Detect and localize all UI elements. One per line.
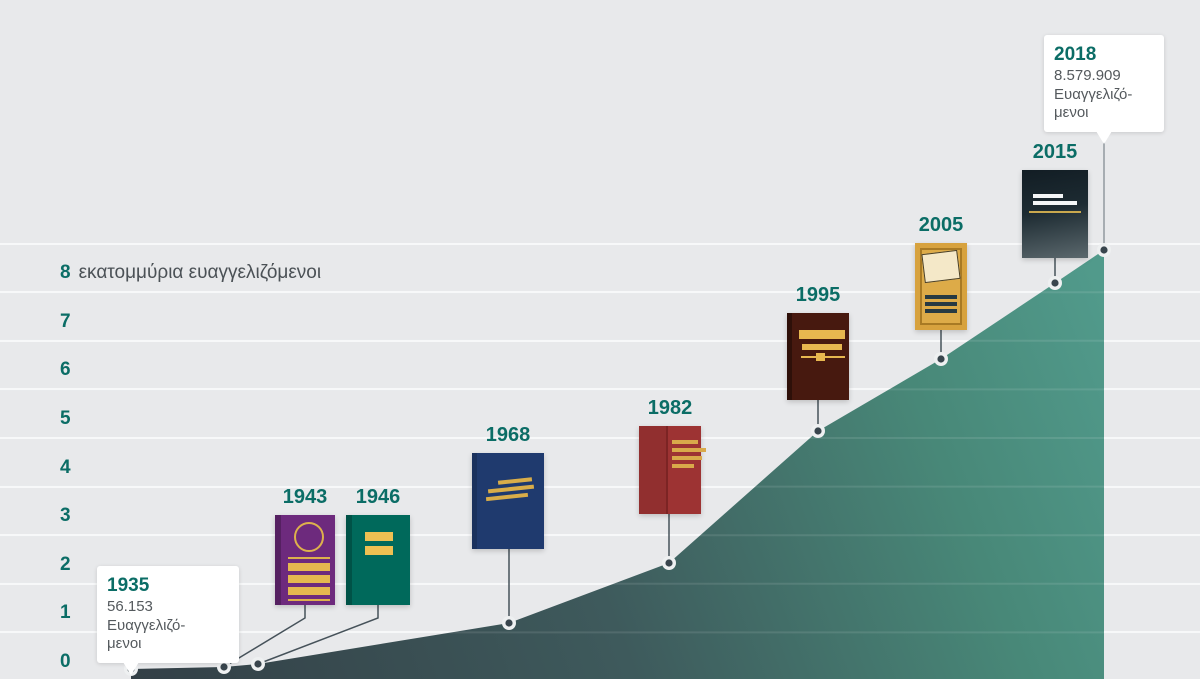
y-tick-number: 2: [60, 553, 71, 575]
book-spine: [275, 515, 281, 605]
connector-line-1946: [257, 604, 379, 665]
y-tick-number: 8: [60, 262, 71, 284]
y-tick-number: 5: [60, 408, 71, 429]
milestone-year-1943: 1943: [282, 486, 328, 508]
y-tick-label: 4: [60, 457, 71, 479]
y-tick-label: 7: [60, 311, 71, 333]
y-tick-label: 1: [60, 602, 71, 624]
y-tick-label: 5: [60, 408, 71, 430]
y-axis-unit-label: εκατομμύρια ευαγγελιζόμενοι: [78, 262, 322, 284]
y-tick-label: 2: [60, 554, 71, 576]
y-gridline: [0, 388, 1200, 391]
green-book-two-bars-icon: [346, 515, 410, 605]
book-crease: [666, 426, 668, 514]
callout-unit-line: Ευαγγελιζό-: [1054, 85, 1133, 103]
red-book-spine-lines-icon: [639, 426, 706, 514]
y-tick-label: 3: [60, 505, 71, 527]
callout-unit-line: Ευαγγελιζό-: [107, 616, 186, 634]
y-gridline: [0, 242, 1200, 245]
milestone-year-1982: 1982: [647, 397, 693, 419]
milestone-year-2015: 2015: [1032, 141, 1078, 163]
callout-unit-line: μενοι: [1054, 104, 1089, 122]
callout-unit-line: μενοι: [107, 635, 142, 653]
y-gridline: [0, 437, 1200, 439]
connector-line-1943: [223, 604, 306, 668]
callout-2018: 2018 8.579.909 Ευαγγελιζό- μενοι: [1044, 35, 1164, 145]
callout-1935: 1935 56.153 Ευαγγελιζό- μενοι: [97, 566, 239, 676]
gold-framed-book-icon: [915, 243, 967, 330]
callout-year: 2018: [1054, 44, 1097, 65]
y-tick-number: 1: [60, 602, 71, 624]
y-tick-number: 4: [60, 456, 71, 478]
data-point-dot-1982: [665, 559, 673, 567]
growth-area: [131, 250, 1104, 679]
milestone-year-1995: 1995: [795, 284, 841, 306]
y-tick-number: 6: [60, 359, 71, 381]
callout-value: 56.153: [107, 597, 153, 615]
y-tick-label: 0: [60, 651, 71, 673]
y-tick-label: 8 εκατομμύρια ευαγγελιζόμενοι: [60, 262, 321, 284]
y-tick-number: 0: [60, 651, 71, 672]
callout-value: 8.579.909: [1054, 66, 1121, 84]
milestone-year-2005: 2005: [918, 214, 964, 236]
y-gridline: [0, 339, 1200, 342]
book-spine: [346, 515, 352, 605]
data-point-dot-1943: [220, 663, 228, 671]
y-tick-label: 6: [60, 359, 71, 381]
y-gridline: [0, 582, 1200, 585]
callout-year: 1935: [107, 575, 150, 596]
book-spine: [787, 313, 792, 400]
data-point-dot-1968: [505, 619, 513, 627]
data-point-dot-1995: [814, 427, 822, 435]
y-tick-number: 7: [60, 310, 71, 332]
data-point-dot-2005: [937, 355, 945, 363]
y-gridline: [0, 534, 1200, 537]
milestone-year-1968: 1968: [485, 424, 531, 446]
navy-book-slanted-lines-icon: [472, 453, 544, 549]
book-spine: [472, 453, 477, 549]
purple-book-circle-lines-icon: [275, 515, 335, 605]
y-tick-number: 3: [60, 505, 71, 527]
data-point-dot-1946: [254, 660, 262, 668]
y-gridline: [0, 485, 1200, 488]
y-gridline: [0, 291, 1200, 294]
book-paper-panel: [921, 249, 961, 284]
data-point-dot-2018: [1100, 246, 1108, 254]
milestone-year-1946: 1946: [355, 486, 401, 508]
data-point-dot-2015: [1051, 279, 1059, 287]
brown-book-title-lines-icon: [787, 313, 849, 400]
dark-gradient-book-icon: [1022, 170, 1088, 258]
